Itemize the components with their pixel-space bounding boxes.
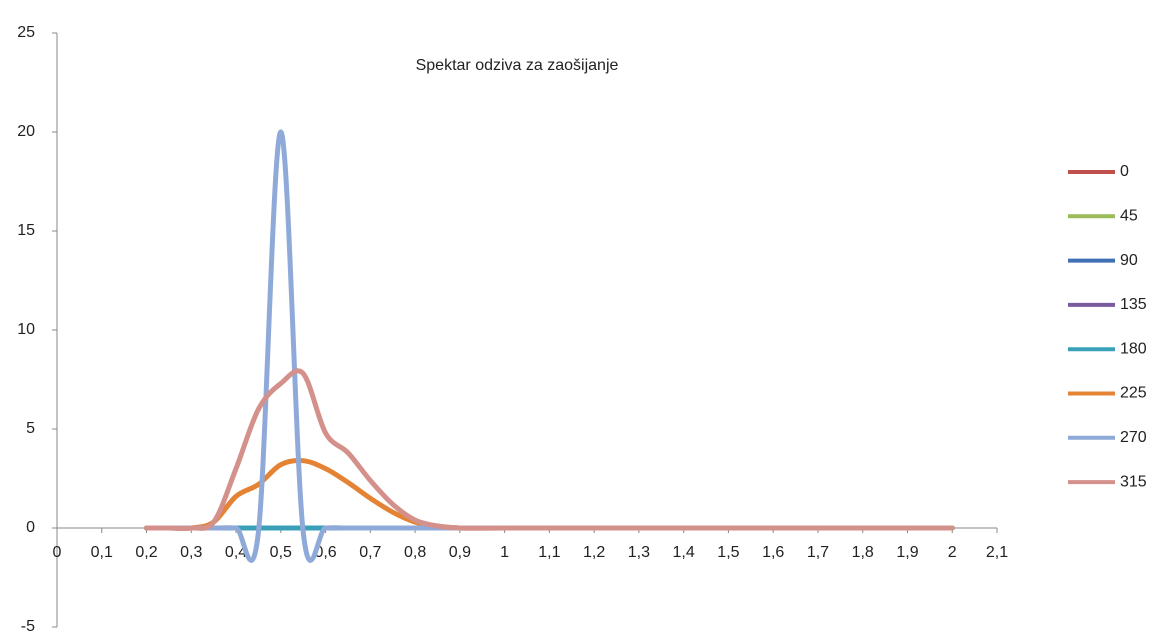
chart-title: Spektar odziva za zaošijanje bbox=[416, 57, 619, 74]
legend-label: 90 bbox=[1120, 252, 1138, 269]
x-tick-label: 0,2 bbox=[135, 544, 157, 561]
x-tick-label: 1,5 bbox=[717, 544, 739, 561]
legend-label: 0 bbox=[1120, 163, 1129, 180]
x-tick-label: 0 bbox=[53, 544, 62, 561]
x-tick-label: 1,9 bbox=[896, 544, 918, 561]
x-tick-label: 1,7 bbox=[807, 544, 829, 561]
x-tick-label: 0,6 bbox=[314, 544, 336, 561]
legend-label: 315 bbox=[1120, 473, 1147, 490]
x-tick-label: 0,1 bbox=[91, 544, 113, 561]
x-tick-label: 2,1 bbox=[986, 544, 1008, 561]
legend-label: 45 bbox=[1120, 208, 1138, 225]
x-tick-label: 1 bbox=[500, 544, 509, 561]
x-tick-label: 0,4 bbox=[225, 544, 247, 561]
legend-label: 180 bbox=[1120, 340, 1147, 357]
x-tick-label: 1,6 bbox=[762, 544, 784, 561]
y-tick-label: 10 bbox=[17, 321, 35, 338]
x-tick-label: 0,3 bbox=[180, 544, 202, 561]
x-tick-label: 0,9 bbox=[449, 544, 471, 561]
legend-label: 270 bbox=[1120, 429, 1147, 446]
x-tick-label: 0,5 bbox=[270, 544, 292, 561]
y-tick-label: 25 bbox=[17, 24, 35, 41]
legend-label: 225 bbox=[1120, 385, 1147, 402]
y-tick-label: 15 bbox=[17, 222, 35, 239]
y-tick-label: 0 bbox=[26, 519, 35, 536]
x-tick-label: 2 bbox=[948, 544, 957, 561]
y-tick-label: 5 bbox=[26, 420, 35, 437]
series-line bbox=[144, 457, 955, 531]
legend-label: 135 bbox=[1120, 296, 1147, 313]
x-tick-label: 1,1 bbox=[538, 544, 560, 561]
y-tick-label: 20 bbox=[17, 123, 35, 140]
series-line bbox=[144, 368, 955, 531]
series-line bbox=[144, 129, 955, 563]
y-tick-label: -5 bbox=[21, 618, 35, 635]
x-tick-label: 0,8 bbox=[404, 544, 426, 561]
x-tick-label: 1,2 bbox=[583, 544, 605, 561]
x-tick-label: 1,4 bbox=[673, 544, 695, 561]
x-tick-label: 0,7 bbox=[359, 544, 381, 561]
x-tick-label: 1,3 bbox=[628, 544, 650, 561]
x-tick-label: 1,8 bbox=[852, 544, 874, 561]
